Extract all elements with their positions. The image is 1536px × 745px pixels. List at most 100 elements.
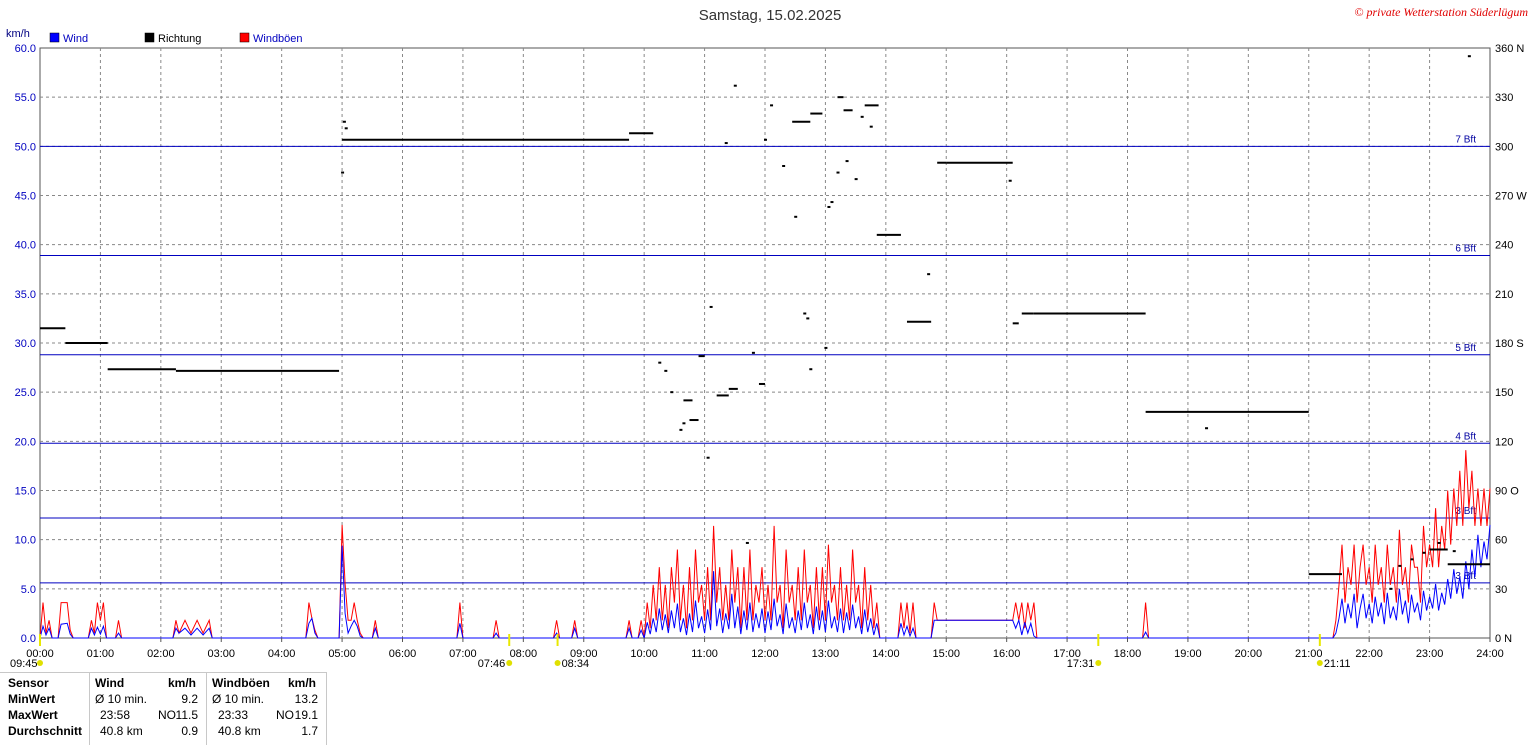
stats-header-sensor: Sensor — [8, 676, 49, 690]
stats-wind-desc: Ø 10 min. — [95, 692, 148, 706]
direction-point — [806, 317, 810, 320]
direction-point — [1008, 179, 1012, 182]
x-tick-label: 02:00 — [147, 648, 175, 660]
stats-header-gust: Windböen — [212, 676, 270, 690]
y-tick-label-right: 210 — [1495, 289, 1513, 301]
x-tick-label: 00:00 — [26, 648, 54, 660]
statistics-table: Sensor Wind km/h Windböen km/h MinWert Ø… — [0, 672, 327, 745]
y-tick-label-right: 120 — [1495, 436, 1513, 448]
stats-label: MaxWert — [8, 708, 58, 722]
x-tick-label: 15:00 — [932, 648, 960, 660]
x-tick-label: 05:00 — [328, 648, 356, 660]
direction-point — [745, 541, 749, 544]
y-tick-label-right: 330 — [1495, 92, 1513, 104]
direction-point — [658, 361, 662, 364]
sun-dot-sunrise — [506, 660, 513, 666]
x-tick-label: 08:00 — [510, 648, 538, 660]
x-tick-label: 11:00 — [691, 648, 718, 660]
direction-point — [830, 201, 834, 204]
y-tick-label-left: 15.0 — [15, 486, 36, 498]
direction-point — [706, 456, 710, 459]
direction-point — [836, 171, 840, 174]
axes: 0.0 5.0 10.0 15.0 20.0 25.0 30.0 35.0 40.0 45.0 50… — [15, 43, 1528, 660]
legend: Wind Richtung Windböen — [49, 32, 303, 45]
chart-title: Samstag, 15.02.2025 — [699, 7, 842, 24]
copyright-label: © private Wetterstation Süderlügum — [1354, 5, 1528, 19]
y-tick-label-right: 240 — [1495, 240, 1513, 252]
y-tick-label-right: 90 O — [1495, 486, 1519, 498]
direction-point — [854, 178, 858, 181]
stats-gust-value: 19.1 — [294, 708, 318, 722]
direction-point — [679, 428, 683, 431]
stats-wind-desc: 40.8 km — [100, 724, 143, 738]
x-tick-label: 20:00 — [1235, 648, 1263, 660]
x-tick-label: 12:00 — [751, 648, 779, 660]
y-tick-label-left: 25.0 — [15, 387, 36, 399]
direction-point — [1452, 550, 1456, 553]
direction-point — [342, 120, 346, 123]
sun-time-sunrise: 07:46 — [478, 658, 506, 670]
stats-header-wind-unit: km/h — [168, 676, 197, 690]
direction-point — [809, 368, 813, 371]
direction-point — [764, 138, 767, 141]
x-tick-label: 09:00 — [570, 648, 598, 660]
grid — [39, 47, 1491, 639]
x-tick-label: 14:00 — [872, 648, 900, 660]
y-tick-label-left: 10.0 — [15, 535, 36, 547]
beaufort-label: 5 Bft — [1455, 343, 1476, 354]
x-tick-label: 19:00 — [1174, 648, 1202, 660]
series-line-gust — [39, 450, 1491, 639]
x-tick-label: 03:00 — [207, 648, 235, 660]
direction-point — [1422, 551, 1426, 554]
x-tick-label: 07:00 — [449, 648, 477, 660]
x-tick-label: 18:00 — [1114, 648, 1142, 660]
y-tick-label-right: 30 — [1495, 584, 1507, 596]
direction-point — [751, 351, 755, 354]
sun-time-max: 08:34 — [562, 658, 590, 670]
direction-point — [869, 125, 873, 128]
beaufort-label: 6 Bft — [1455, 243, 1476, 254]
y-tick-label-right: 0 N — [1495, 633, 1512, 645]
stats-label: MinWert — [8, 692, 56, 706]
direction-point — [860, 115, 864, 118]
legend-label: Windböen — [253, 33, 303, 45]
direction-point — [1437, 541, 1441, 544]
y-tick-label-left: 20.0 — [15, 436, 36, 448]
sun-dot-sunset — [1095, 660, 1102, 666]
x-tick-label: 24:00 — [1476, 648, 1504, 660]
direction-point — [341, 171, 345, 174]
sun-dot-start — [37, 660, 43, 666]
direction-point — [682, 422, 686, 425]
sun-time-moonset: 21:11 — [1324, 658, 1351, 670]
x-tick-label: 04:00 — [268, 648, 296, 660]
direction-point — [770, 104, 774, 107]
stats-row-average: Durchschnitt 40.8 km 0.9 40.8 km 1.7 — [0, 723, 326, 739]
y-tick-label-right: 150 — [1495, 387, 1513, 399]
stats-header-gust-unit: km/h — [288, 676, 317, 690]
stats-row-min: MinWert Ø 10 min. 9.2 Ø 10 min. 13.2 — [0, 691, 326, 707]
stats-header-wind: Wind — [95, 676, 125, 690]
y-tick-label-left: 60.0 — [15, 43, 36, 55]
legend-swatch — [239, 32, 250, 43]
beaufort-label: 7 Bft — [1455, 134, 1476, 145]
beaufort-lines: 3 Bft 3 Bft 4 Bft 5 Bft 6 Bft 7 Bft — [40, 134, 1490, 584]
stats-gust-dir: NO — [276, 708, 294, 722]
x-tick-label: 23:00 — [1416, 648, 1444, 660]
beaufort-label: 3 Bft — [1455, 506, 1476, 517]
direction-point — [824, 346, 828, 349]
x-tick-label: 01:00 — [87, 648, 115, 660]
y-tick-label-left: 35.0 — [15, 289, 36, 301]
direction-point — [1389, 587, 1393, 590]
y-tick-label-right: 180 S — [1495, 338, 1524, 350]
series-line-wind — [39, 524, 1491, 640]
x-tick-label: 13:00 — [812, 648, 840, 660]
direction-point — [670, 391, 674, 394]
stats-gust-value: 13.2 — [294, 692, 318, 706]
y-tick-label-left: 0.0 — [21, 633, 36, 645]
y-unit-label: km/h — [6, 28, 30, 40]
stats-gust-desc: 23:33 — [218, 708, 249, 722]
y-tick-label-left: 45.0 — [15, 191, 36, 203]
stats-header-row: Sensor Wind km/h Windböen km/h — [0, 675, 326, 691]
column-divider — [89, 673, 90, 745]
stats-wind-value: 9.2 — [181, 692, 198, 706]
